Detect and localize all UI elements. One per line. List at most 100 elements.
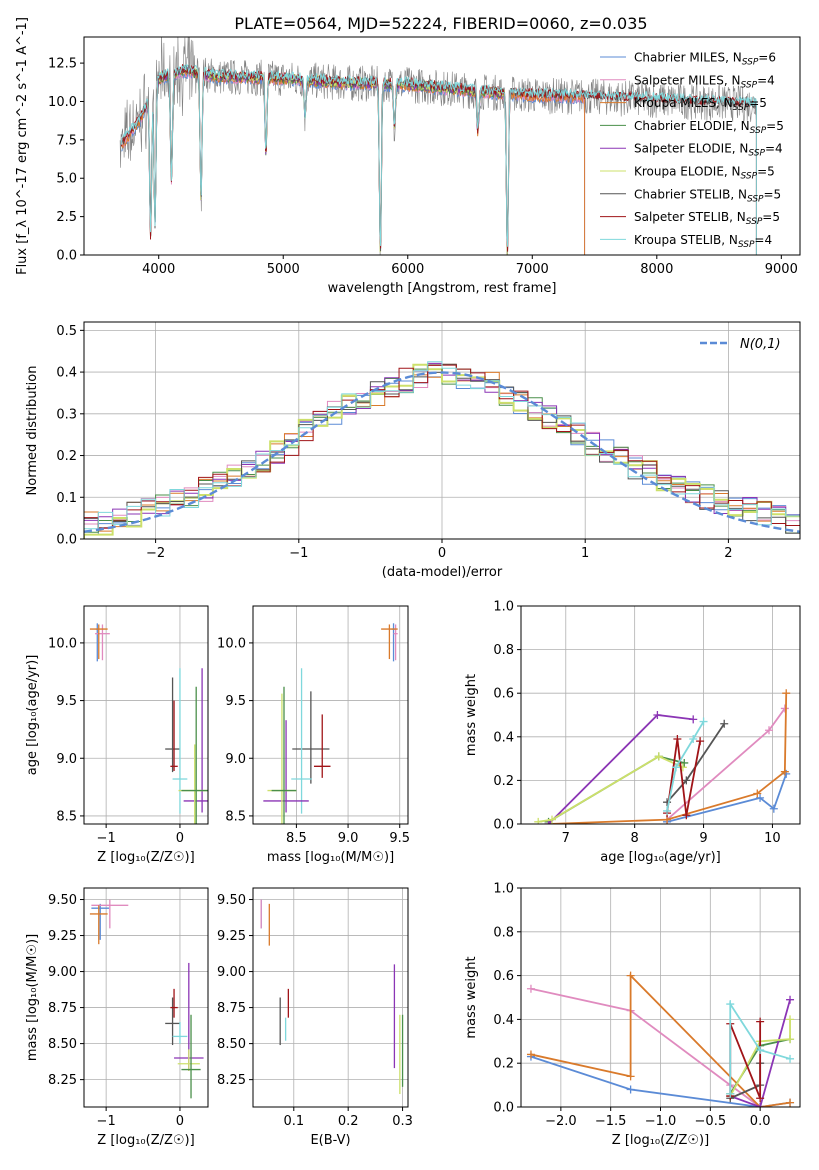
x-tick-label: 0 [176, 831, 184, 846]
series-point-salpeter_elodie [653, 711, 662, 719]
y-tick-label: 8.5 [225, 809, 246, 824]
legend-text: Kroupa MILES, N [634, 96, 733, 110]
series-point-salpeter_miles [526, 984, 535, 993]
x-tick-label: 7000 [516, 262, 549, 277]
series-point-salpeter_stelib [682, 811, 691, 820]
point-salpeter_elodie [263, 720, 309, 813]
legend-count: =4 [757, 73, 775, 87]
y-tick-label: 0.8 [493, 643, 514, 658]
series-point-kroupa_stelib [663, 806, 672, 815]
legend-label-kroupa_miles: Kroupa MILES, NSSP=5 [634, 96, 767, 113]
point-kroupa_miles [89, 624, 108, 660]
x-axis-label: Z [log₁₀(Z/Z☉)] [97, 850, 194, 865]
series-line-chabrier_miles [666, 773, 788, 823]
residual-legend: N(0,1) [700, 337, 781, 352]
point-chabrier_stelib [292, 691, 330, 784]
x-tick-label: −2.0 [545, 1114, 577, 1129]
series-point-salpeter_miles [780, 704, 789, 713]
y-tick-label: 0.0 [56, 533, 77, 548]
x-tick-label: 0.3 [392, 1114, 413, 1129]
point-salpeter_stelib [170, 700, 178, 771]
legend-label-kroupa_stelib: Kroupa STELIB, NSSP=4 [634, 233, 772, 250]
x-axis-label: wavelength [Angstrom, rest frame] [328, 281, 557, 296]
y-tick-label: 10.0 [48, 636, 77, 651]
axes-mass_vs_Z: −1 0 8.25 8.50 8.75 9.00 9.25 9.50 Z [log₁₀(Z/Z☉… [25, 887, 209, 1148]
legend-label-chabrier_elodie: Chabrier ELODIE, NSSP=5 [634, 119, 784, 136]
normal-curve-line [84, 371, 800, 533]
series-line-kroupa_elodie [729, 1019, 791, 1097]
series-point-salpeter_stelib [756, 1094, 765, 1103]
axis-decoration-mass_vs_Z: −1 0 8.25 8.50 8.75 9.00 9.25 9.50 Z [log₁₀(Z/Z☉… [25, 887, 209, 1148]
legend-label-kroupa_elodie: Kroupa ELODIE, NSSP=5 [634, 165, 775, 182]
x-tick-label: 0.1 [283, 1114, 304, 1129]
legend-subscript: SSP [748, 149, 765, 159]
x-tick-label: −1.0 [645, 1114, 677, 1129]
x-axis-label: (data-model)/error [382, 565, 503, 580]
series-point-kroupa_miles [782, 689, 791, 698]
point-chabrier_elodie [271, 686, 297, 824]
x-tick-label: 10 [764, 831, 781, 846]
series-point-kroupa_elodie [548, 815, 556, 824]
plot-area-age_vs_Z [89, 623, 208, 824]
series-point-kroupa_stelib [726, 1089, 735, 1098]
legend-text: Chabrier MILES, N [634, 51, 742, 65]
axes-frame [83, 605, 209, 825]
point-kroupa_elodie [267, 693, 297, 824]
y-tick-label: 0.4 [493, 730, 514, 745]
legend-count: =5 [764, 187, 782, 201]
y-tick-label: 8.25 [217, 1073, 246, 1088]
y-axis-label: Flux [f_λ 10^-17 erg cm^-2 s^-1 A^-1] [15, 17, 30, 275]
series-point-salpeter_elodie [689, 715, 698, 724]
series-line-kroupa_stelib [666, 721, 705, 812]
series-line-kroupa_elodie [538, 755, 684, 823]
axes-residuals: −2 −1 0 1 2 0.0 0.1 0.2 0.3 0.4 0.5 (data-model)/er… [25, 321, 801, 580]
x-tick-label: 0.0 [750, 1114, 771, 1129]
legend-label-salpeter_miles: Salpeter MILES, NSSP=4 [634, 73, 775, 90]
x-tick-label: 9.0 [338, 831, 359, 846]
x-tick-label: −2 [146, 546, 165, 561]
axes-frame [520, 605, 801, 825]
point-kroupa_miles [89, 905, 108, 945]
point-salpeter_miles [393, 624, 398, 661]
axes-spectrum: 4000 5000 6000 7000 8000 9000 0.0 2.5 5.0 7.5 10.0… [15, 17, 801, 296]
legend-subscript: SSP [738, 240, 755, 250]
series-point-salpeter_miles [765, 726, 773, 735]
series-point-chabrier_elodie [680, 758, 689, 767]
y-tick-label: 9.0 [225, 752, 246, 767]
plot-area-residuals [84, 361, 800, 539]
y-axis-label: Normed distribution [25, 366, 40, 496]
y-tick-label: 0.6 [493, 969, 514, 984]
plot-area-spectrum [119, 37, 757, 255]
y-tick-label: 0.1 [56, 491, 77, 506]
x-tick-label: 2 [724, 546, 732, 561]
y-tick-label: 0.0 [56, 249, 77, 264]
legend-subscript: SSP [747, 194, 764, 204]
point-kroupa_miles [381, 624, 398, 660]
point-chabrier_stelib [165, 677, 180, 773]
series-point-kroupa_miles [626, 971, 635, 980]
series-point-kroupa_miles [526, 1050, 535, 1059]
y-tick-label: 8.75 [217, 1001, 246, 1016]
legend-count: =5 [766, 119, 784, 133]
plot-area-age_vs_mass [263, 623, 398, 824]
legend-subscript: SSP [746, 217, 763, 227]
y-tick-label: 9.5 [56, 694, 77, 709]
y-tick-label: 9.0 [56, 752, 77, 767]
series-point-kroupa_elodie [786, 1015, 795, 1024]
legend-count: =4 [765, 142, 783, 156]
plot-area-weight_vs_age [534, 689, 791, 824]
plot-area-mass_vs_Z [89, 899, 204, 1099]
series-point-kroupa_miles [780, 767, 789, 776]
series-point-salpeter_elodie [786, 995, 795, 1004]
series-line-chabrier_elodie [548, 755, 685, 823]
y-tick-label: 1.0 [493, 882, 514, 897]
axis-decoration-weight_vs_age: 7 8 9 10 0.0 0.2 0.4 0.6 0.8 1.0 age [log₁₀(age/yr… [464, 600, 801, 865]
legend-count: =4 [754, 233, 772, 247]
x-tick-label: 1 [581, 546, 589, 561]
legend-subscript: SSP [733, 103, 750, 113]
x-axis-label: E(B-V) [310, 1133, 350, 1148]
legend-text: Chabrier ELODIE, N [634, 119, 750, 133]
series-point-chabrier_miles [769, 804, 778, 813]
y-tick-label: 0.2 [56, 449, 77, 464]
legend-count: =5 [757, 165, 775, 179]
